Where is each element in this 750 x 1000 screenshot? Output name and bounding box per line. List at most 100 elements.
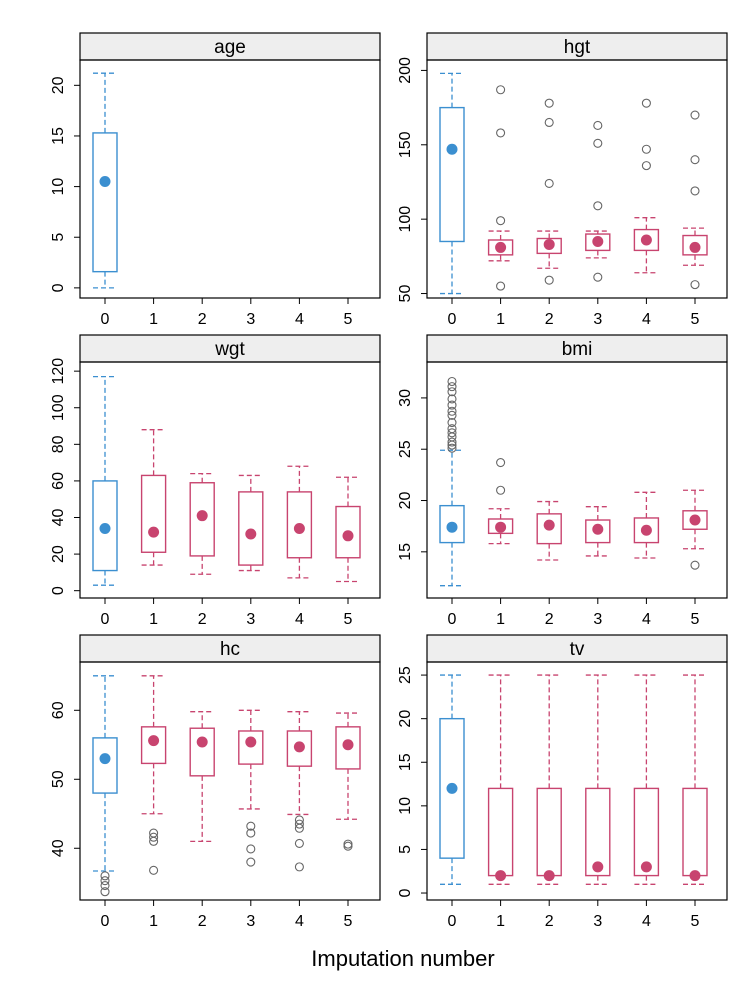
outlier-point bbox=[447, 400, 457, 410]
x-tick-label: 3 bbox=[593, 611, 602, 628]
outlier-point bbox=[496, 458, 506, 468]
panel-tv: tv 0 5 10 15 20 25 0 1 2 3 4 5 bbox=[397, 634, 728, 930]
panel-title: hgt bbox=[564, 37, 591, 58]
x-tick-label: 2 bbox=[545, 611, 554, 628]
x-tick-label: 4 bbox=[295, 311, 304, 328]
median-point bbox=[293, 741, 305, 753]
x-tick-label: 4 bbox=[295, 913, 304, 930]
box-group-3 bbox=[585, 674, 611, 885]
box-group-5 bbox=[682, 489, 708, 570]
iqr-box bbox=[439, 106, 465, 243]
iqr-box bbox=[189, 727, 215, 777]
x-tick-label: 4 bbox=[295, 611, 304, 628]
y-tick-label: 30 bbox=[397, 389, 414, 407]
median-point bbox=[446, 143, 458, 155]
x-tick-label: 1 bbox=[149, 913, 158, 930]
outlier-point bbox=[149, 832, 159, 842]
box-group-5 bbox=[682, 110, 708, 290]
iqr-box bbox=[633, 787, 660, 877]
outlier-point bbox=[246, 844, 256, 854]
y-tick-label: 0 bbox=[50, 283, 67, 292]
outlier-point bbox=[246, 857, 256, 867]
y-tick-label: 50 bbox=[397, 285, 414, 303]
panel-strip bbox=[79, 32, 381, 61]
y-tick-label: 60 bbox=[50, 701, 67, 719]
panel-title: bmi bbox=[562, 339, 593, 360]
x-tick-label: 5 bbox=[344, 611, 353, 628]
x-tick-label: 1 bbox=[496, 611, 505, 628]
x-tick-label: 4 bbox=[642, 311, 651, 328]
median-point bbox=[446, 521, 458, 533]
box-group-5 bbox=[335, 476, 361, 583]
outlier-point bbox=[447, 424, 457, 434]
outlier-point bbox=[447, 437, 457, 447]
outlier-point bbox=[294, 838, 304, 848]
x-tick-label: 2 bbox=[198, 611, 207, 628]
y-tick-label: 20 bbox=[50, 545, 67, 563]
y-tick-label: 5 bbox=[50, 233, 67, 242]
outlier-point bbox=[294, 819, 304, 829]
y-tick-label: 100 bbox=[50, 394, 67, 421]
box-group-0 bbox=[92, 72, 118, 289]
median-point bbox=[640, 234, 652, 246]
panel-frame bbox=[79, 361, 381, 599]
outlier-point bbox=[343, 839, 353, 849]
panel-frame bbox=[426, 59, 728, 299]
x-tick-label: 4 bbox=[642, 611, 651, 628]
outlier-point bbox=[149, 865, 159, 875]
y-tick-label: 0 bbox=[397, 888, 414, 897]
panel-bmi: bmi 15 20 25 30 0 1 2 3 4 5 bbox=[397, 334, 728, 628]
box-group-5 bbox=[335, 712, 361, 851]
box-group-0 bbox=[439, 674, 465, 885]
iqr-box bbox=[189, 482, 215, 557]
median-point bbox=[342, 530, 354, 542]
panel-frame bbox=[79, 661, 381, 901]
median-point bbox=[495, 241, 507, 253]
outlier-point bbox=[100, 887, 110, 897]
median-point bbox=[342, 739, 354, 751]
outlier-point bbox=[447, 410, 457, 420]
outlier-point bbox=[690, 560, 700, 570]
y-tick-label: 15 bbox=[397, 753, 414, 771]
y-tick-label: 150 bbox=[397, 131, 414, 158]
median-point bbox=[689, 870, 701, 882]
panel-frame bbox=[426, 661, 728, 901]
outlier-point bbox=[544, 275, 554, 285]
outlier-point bbox=[690, 110, 700, 120]
median-point bbox=[689, 241, 701, 253]
median-point bbox=[592, 235, 604, 247]
median-point bbox=[99, 176, 111, 188]
x-tick-label: 0 bbox=[448, 311, 457, 328]
outlier-point bbox=[294, 815, 304, 825]
box-group-1 bbox=[487, 85, 514, 291]
outlier-point bbox=[641, 161, 651, 171]
box-group-4 bbox=[633, 98, 660, 274]
outlier-point bbox=[496, 128, 506, 138]
outlier-point bbox=[246, 828, 256, 838]
outlier-point bbox=[447, 382, 457, 392]
panel-frame bbox=[79, 59, 381, 299]
y-tick-label: 40 bbox=[50, 509, 67, 527]
outlier-point bbox=[447, 387, 457, 397]
box-group-4 bbox=[286, 711, 313, 872]
outlier-point bbox=[544, 178, 554, 189]
outlier-point bbox=[100, 871, 110, 881]
box-group-1 bbox=[487, 674, 514, 885]
x-tick-label: 0 bbox=[448, 611, 457, 628]
y-tick-label: 15 bbox=[397, 543, 414, 561]
x-tick-label: 5 bbox=[691, 311, 700, 328]
outlier-point bbox=[447, 417, 457, 428]
y-tick-label: 100 bbox=[397, 206, 414, 233]
outlier-point bbox=[447, 394, 457, 404]
box-group-0 bbox=[92, 375, 118, 586]
outlier-point bbox=[641, 98, 651, 108]
panel-hc: hc 40 50 60 0 1 2 3 4 5 bbox=[50, 634, 381, 930]
median-point bbox=[148, 735, 160, 747]
outlier-point bbox=[641, 144, 651, 154]
x-tick-label: 5 bbox=[344, 311, 353, 328]
x-tick-label: 2 bbox=[198, 311, 207, 328]
outlier-point bbox=[544, 117, 554, 128]
panel-title: tv bbox=[570, 639, 585, 660]
x-tick-label: 0 bbox=[448, 913, 457, 930]
